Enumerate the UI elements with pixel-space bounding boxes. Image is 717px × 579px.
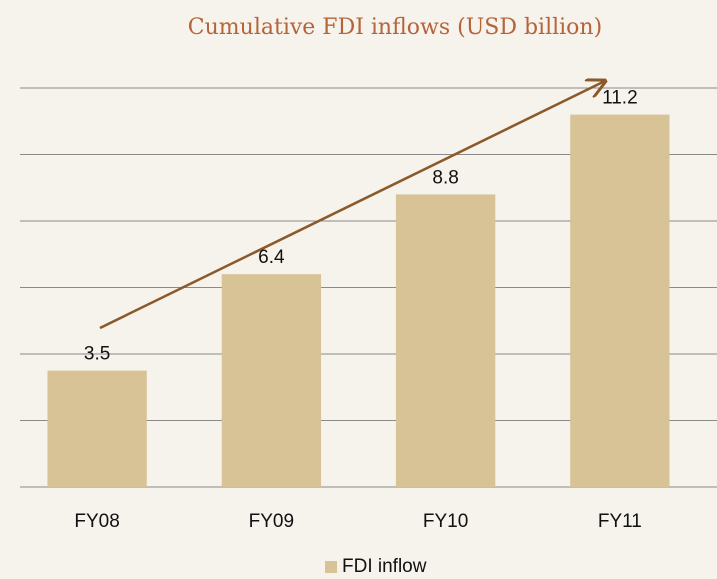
- data-label: 3.5: [84, 344, 110, 365]
- legend-swatch: [325, 561, 337, 573]
- bar: [570, 114, 670, 487]
- legend-label: FDI inflow: [342, 556, 427, 577]
- x-tick-label: FY09: [249, 511, 294, 532]
- bar: [47, 370, 147, 487]
- data-label: 6.4: [258, 247, 285, 268]
- bar: [395, 194, 496, 487]
- x-tick-label: FY10: [423, 511, 468, 532]
- bar: [221, 274, 322, 487]
- data-label: 11.2: [602, 88, 638, 109]
- bars: [47, 114, 670, 487]
- data-label: 8.8: [432, 167, 458, 188]
- x-tick-label: FY11: [598, 511, 642, 532]
- chart-title: Cumulative FDI inflows (USD billion): [188, 15, 602, 40]
- trend-arrow: [99, 81, 605, 330]
- x-tick-label: FY08: [74, 511, 119, 532]
